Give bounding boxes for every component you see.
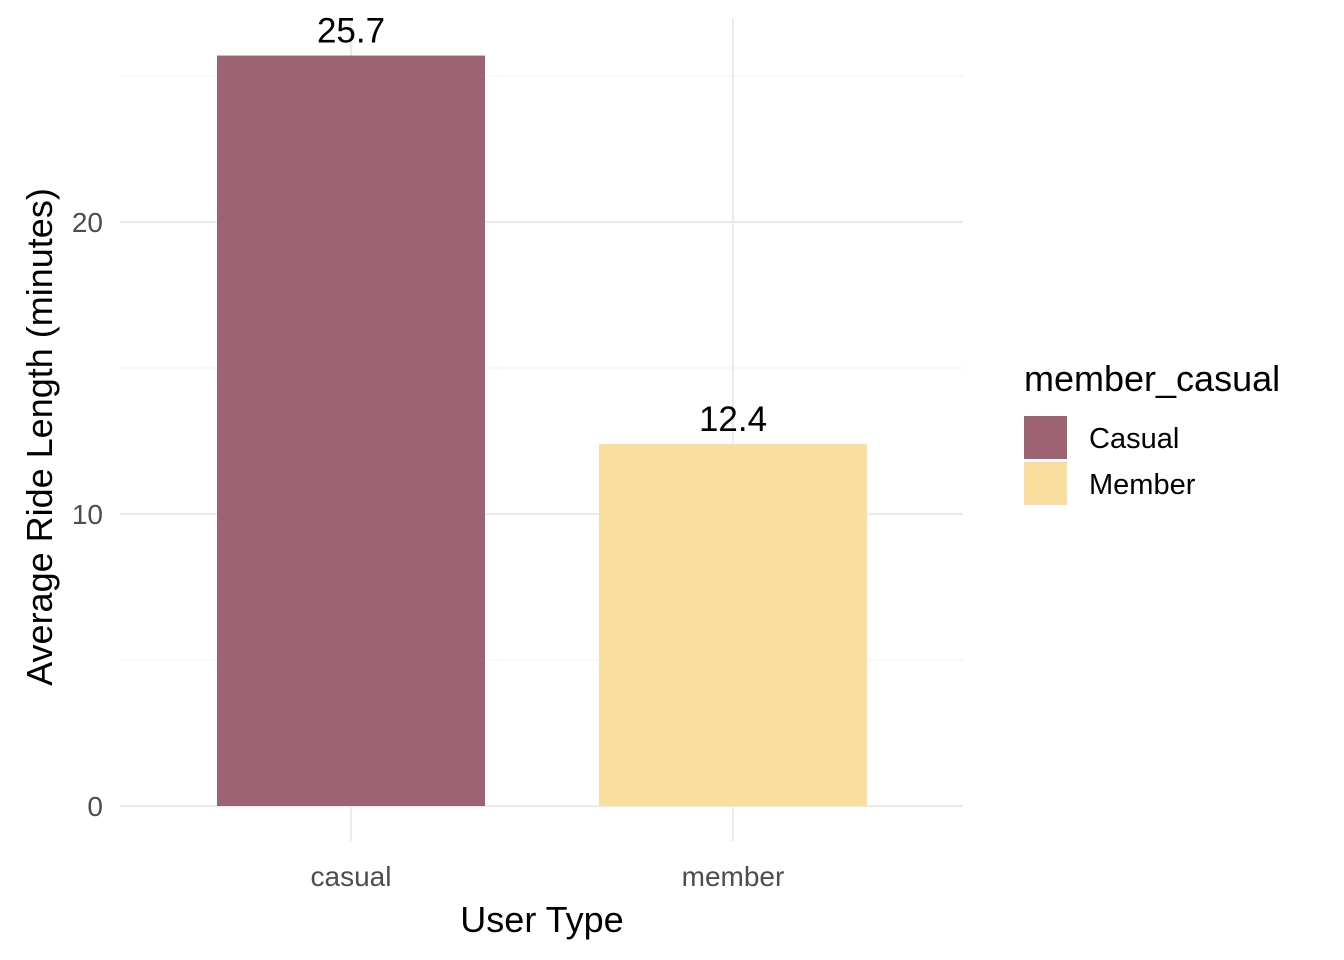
legend-label-member: Member [1089, 469, 1196, 501]
bars [217, 55, 867, 807]
legend-swatch-member [1024, 462, 1067, 505]
data-label-member: 12.4 [699, 400, 767, 439]
legend-entries: Casual Member [1024, 416, 1196, 505]
y-tick-label: 0 [87, 791, 103, 822]
data-labels: 25.7 12.4 [317, 12, 767, 439]
x-tick-label-casual: casual [311, 861, 392, 892]
y-axis-title: Average Ride Length (minutes) [19, 188, 60, 686]
legend-label-casual: Casual [1089, 423, 1179, 455]
bar-casual [217, 55, 485, 807]
y-tick-label: 20 [72, 207, 103, 238]
x-axis-title: User Type [460, 899, 623, 940]
legend-swatch-casual [1024, 416, 1067, 459]
y-axis-ticks: 0 10 20 [72, 207, 103, 822]
x-axis-ticks: casual member [311, 861, 785, 892]
data-label-casual: 25.7 [317, 12, 385, 51]
bar-member [599, 443, 867, 806]
x-tick-label-member: member [682, 861, 785, 892]
legend: member_casual Casual Member [1024, 358, 1280, 505]
y-tick-label: 10 [72, 499, 103, 530]
legend-title: member_casual [1024, 358, 1280, 399]
